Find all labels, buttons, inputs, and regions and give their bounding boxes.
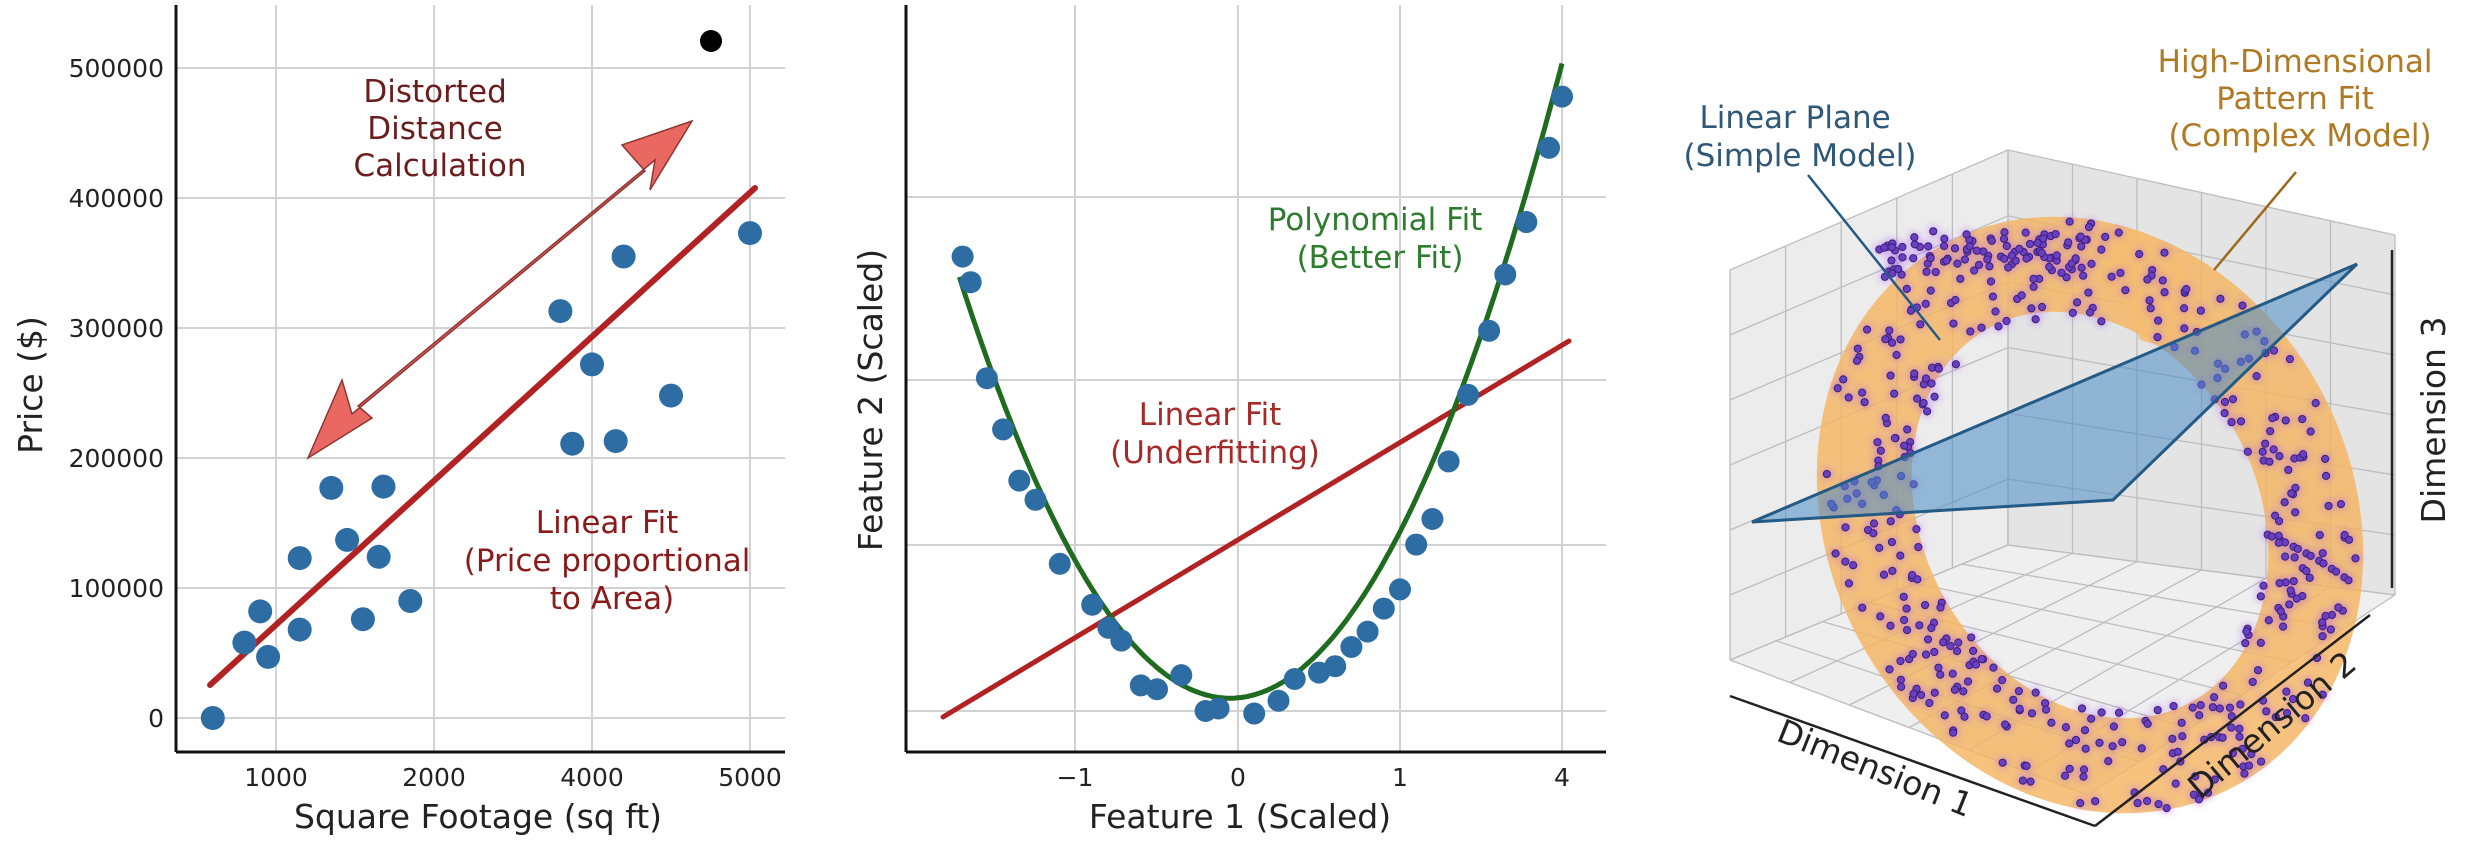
dimension-3-label: Dimension 3 [2414, 317, 2453, 524]
svg-text:4: 4 [1554, 763, 1570, 792]
svg-text:4000: 4000 [560, 763, 624, 792]
middle-x-tick-labels: −1 0 1 4 [1057, 763, 1570, 792]
middle-gridlines [906, 5, 1606, 752]
svg-text:1000: 1000 [244, 763, 308, 792]
svg-text:0: 0 [148, 704, 164, 733]
svg-text:1: 1 [1392, 763, 1408, 792]
middle-axes [904, 5, 1606, 754]
polynomial-vs-linear-chart: −1 0 1 4 Polynomial Fit (Better Fit) Linear… [851, 5, 1606, 836]
linear-fit-line [207, 185, 758, 688]
3d-data-points [1821, 216, 2361, 814]
annotation-complex-model: High-Dimensional Pattern Fit (Complex Mo… [2158, 44, 2443, 154]
left-data-points [200, 221, 762, 730]
distorted-distance-arrow-icon [306, 119, 694, 460]
3d-model-comparison-chart: Linear Plane (Simple Model) High-Dimensi… [1684, 44, 2453, 828]
annotation-polynomial-fit: Polynomial Fit (Better Fit) [1268, 202, 1493, 276]
left-axes [174, 5, 785, 754]
svg-text:2000: 2000 [402, 763, 466, 792]
linear-plane [1751, 262, 2359, 524]
3d-axes [1729, 250, 2394, 828]
svg-text:100000: 100000 [69, 574, 164, 603]
annotation-linear-fit: Linear Fit (Price proportional to Area) [464, 505, 761, 617]
price-vs-sqft-chart: 0 100000 200000 300000 400000 500000 1000 2000… [11, 5, 785, 836]
left-x-tick-labels: 1000 2000 4000 5000 [244, 763, 782, 792]
y-axis-label-feature2: Feature 2 (Scaled) [851, 249, 890, 551]
left-gridlines [176, 5, 785, 752]
svg-text:500000: 500000 [69, 54, 164, 83]
outlier-point [700, 30, 722, 52]
x-axis-label: Square Footage (sq ft) [294, 797, 662, 836]
middle-data-points [951, 85, 1573, 725]
x-axis-label-feature1: Feature 1 (Scaled) [1089, 797, 1391, 836]
svg-text:−1: −1 [1057, 763, 1094, 792]
annotation-distorted-distance: Distorted Distance Calculation [354, 74, 527, 184]
complex-model-leader [2213, 171, 2297, 271]
svg-text:200000: 200000 [69, 444, 164, 473]
svg-text:400000: 400000 [69, 184, 164, 213]
annotation-linear-underfitting: Linear Fit (Underfitting) [1110, 397, 1320, 471]
left-y-tick-labels: 0 100000 200000 300000 400000 500000 [69, 54, 164, 733]
linear-plane-leader [1807, 174, 1941, 341]
svg-text:5000: 5000 [718, 763, 782, 792]
annotation-linear-plane: Linear Plane (Simple Model) [1684, 100, 1917, 174]
svg-text:300000: 300000 [69, 314, 164, 343]
svg-text:0: 0 [1230, 763, 1246, 792]
y-axis-label: Price ($) [11, 316, 50, 454]
